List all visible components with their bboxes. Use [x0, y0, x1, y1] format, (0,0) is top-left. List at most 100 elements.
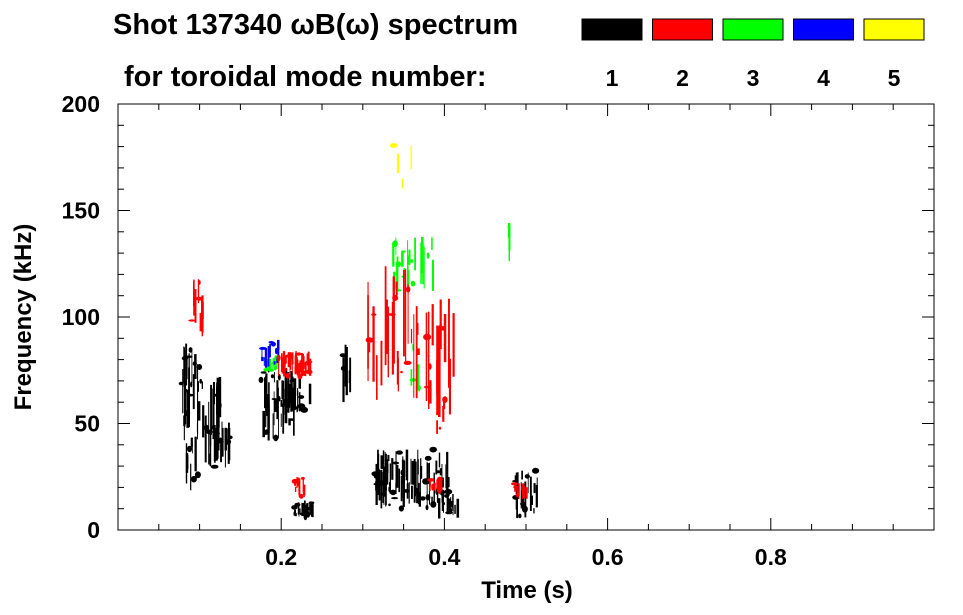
- spectrum-streak: [201, 301, 204, 320]
- spectrum-streak: [284, 355, 287, 364]
- x-tick-label: 0.8: [755, 544, 787, 570]
- spectrum-blob: [377, 480, 386, 486]
- legend-label-5: 5: [888, 65, 901, 91]
- spectrum-blob: [442, 396, 448, 403]
- spectrum-streak: [429, 380, 432, 404]
- spectrum-streak: [448, 358, 451, 415]
- spectrum-streak: [213, 435, 216, 462]
- spectrum-blob: [299, 404, 303, 412]
- spectrum-streak: [387, 306, 389, 378]
- spectrum-blob: [187, 445, 193, 453]
- spectrum-streak: [301, 502, 304, 517]
- spectrum-blob: [445, 511, 453, 515]
- spectrum-blob: [438, 426, 442, 430]
- spectrum-streak: [309, 501, 312, 515]
- legend-swatch-5: [863, 18, 925, 41]
- spectrum-blob: [397, 261, 402, 268]
- plot-frame: [117, 103, 935, 531]
- spectrum-blob: [196, 364, 203, 370]
- spectrum-streak: [342, 357, 345, 403]
- mode-2-region-2: [291, 476, 306, 499]
- spectrum-blob: [259, 346, 267, 350]
- spectrum-streak: [516, 472, 519, 493]
- spectrum-streak: [292, 376, 294, 382]
- spectrum-streak: [410, 328, 413, 344]
- spectrum-streak: [304, 363, 307, 371]
- spectrum-blob: [258, 376, 264, 383]
- spectrum-blob: [273, 434, 279, 442]
- spectrum-streak: [441, 493, 444, 511]
- spectrum-streak: [417, 348, 420, 355]
- spectrum-blob: [403, 360, 412, 365]
- spectrum-blob: [423, 385, 431, 389]
- spectrum-streak: [397, 358, 399, 392]
- spectrum-streak: [197, 279, 200, 304]
- spectrum-streak: [275, 358, 277, 369]
- spectrum-blob: [299, 512, 306, 516]
- spectrum-streak: [524, 481, 527, 518]
- spectrum-streak: [276, 382, 279, 398]
- spectrum-streak: [281, 353, 283, 373]
- spectrum-streak: [302, 476, 304, 493]
- spectrum-streak: [441, 477, 444, 488]
- spectrum-blob: [305, 360, 313, 364]
- spectrum-streak: [425, 312, 428, 401]
- spectrum-streak: [419, 466, 421, 501]
- spectrum-blob: [430, 501, 437, 508]
- spectrum-blob: [181, 356, 189, 361]
- mode-3-region-2: [507, 223, 511, 261]
- spectrum-streak: [218, 377, 222, 418]
- spectrum-streak: [407, 240, 409, 275]
- spectrum-streak: [302, 354, 304, 369]
- spectrum-streak: [261, 347, 263, 358]
- spectrum-blob: [339, 353, 347, 358]
- spectrum-blob: [426, 252, 430, 259]
- spectrum-blob: [288, 353, 292, 360]
- spectrum-streak: [308, 358, 312, 376]
- spectrum-blob: [227, 435, 233, 440]
- spectrum-streak: [284, 388, 287, 415]
- spectrum-blob: [365, 337, 374, 343]
- spectrum-streak: [392, 276, 395, 364]
- y-tick-label: 100: [62, 304, 100, 330]
- spectrum-streak: [303, 484, 306, 496]
- spectrum-streak: [288, 383, 292, 404]
- spectrum-blob: [281, 367, 287, 372]
- spectrum-blob: [442, 502, 445, 506]
- spectrum-blob: [291, 478, 299, 484]
- spectrum-streak: [185, 389, 187, 393]
- spectrum-streak: [411, 460, 415, 485]
- spectrum-streak: [533, 483, 536, 494]
- mode-1-region-5: [284, 376, 312, 414]
- spectrum-blob: [216, 437, 224, 441]
- spectrum-blob: [436, 476, 443, 482]
- spectrum-streak: [439, 299, 442, 350]
- spectrum-streak: [395, 261, 397, 294]
- spectrum-streak: [422, 242, 424, 285]
- spectrum-streak: [276, 361, 278, 370]
- spectrum-streak: [271, 362, 273, 371]
- spectrum-blob: [274, 347, 278, 355]
- spectrum-streak: [216, 423, 219, 460]
- spectrum-streak: [294, 379, 296, 394]
- spectrum-streak: [282, 380, 285, 434]
- spectrum-streak: [410, 458, 412, 485]
- spectrum-streak: [224, 429, 226, 468]
- spectrum-streak: [348, 370, 350, 384]
- spectrum-blob: [260, 371, 267, 374]
- spectrum-streak: [521, 470, 523, 480]
- spectrum-blob: [438, 324, 443, 331]
- spectrum-streak: [269, 343, 271, 358]
- spectrum-streak: [185, 343, 188, 386]
- spectrum-blob: [401, 250, 406, 253]
- spectrum-blob: [512, 480, 519, 483]
- spectrum-streak: [433, 482, 436, 491]
- spectrum-blob: [210, 464, 219, 469]
- mode-4-region-0: [259, 339, 280, 368]
- spectrum-blob: [198, 280, 201, 285]
- spectrum-streak: [426, 463, 429, 485]
- spectrum-streak: [196, 423, 198, 432]
- spectrum-blob: [373, 483, 377, 486]
- spectrum-streak: [228, 422, 230, 441]
